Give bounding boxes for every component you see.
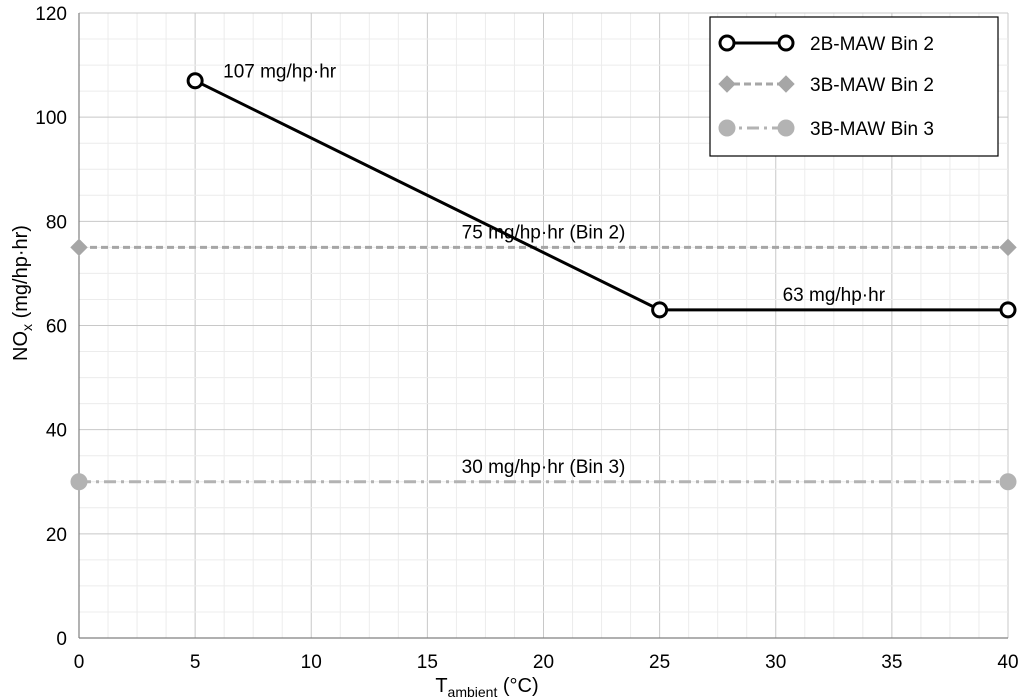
- series-group: [70, 72, 1017, 491]
- data-point: [777, 119, 795, 137]
- data-point: [651, 301, 669, 319]
- data-point: [718, 34, 736, 52]
- y-tick-label: 0: [56, 629, 67, 650]
- legend-label: 3B-MAW Bin 3: [810, 119, 934, 140]
- annotation-label: 30 mg/hp·hr (Bin 3): [462, 457, 626, 478]
- legend-label: 2B-MAW Bin 2: [810, 34, 934, 55]
- y-tick-label: 120: [35, 4, 67, 25]
- x-axis-title: Tambient (°C): [435, 675, 538, 699]
- legend-box: [709, 16, 999, 157]
- tick-labels: 0 5 10 15 20 25 30 35 40 0 20 40 60 80 100 120: [35, 4, 1018, 673]
- data-point: [999, 238, 1017, 257]
- y-tick-label: 60: [46, 317, 67, 338]
- y-tick-label: 40: [46, 421, 67, 442]
- legend-label: 3B-MAW Bin 2: [810, 75, 934, 96]
- series-3b-maw-bin-2: [70, 238, 1017, 257]
- legend-item: 3B-MAW Bin 3: [718, 119, 934, 140]
- x-tick-label: 20: [533, 652, 554, 673]
- x-tick-label: 40: [997, 652, 1018, 673]
- y-tick-label: 100: [35, 108, 67, 129]
- data-point: [186, 72, 204, 90]
- annotations: 107 mg/hp·hr 75 mg/hp·hr (Bin 2) 63 mg/hp·…: [223, 62, 886, 478]
- x-tick-label: 0: [74, 652, 85, 673]
- y-tick-label: 80: [46, 212, 67, 233]
- data-point: [70, 238, 88, 257]
- annotation-label: 75 mg/hp·hr (Bin 2): [462, 222, 626, 243]
- x-tick-label: 15: [417, 652, 438, 673]
- x-tick-label: 5: [190, 652, 201, 673]
- x-tick-label: 30: [765, 652, 786, 673]
- x-tick-label: 25: [649, 652, 670, 673]
- data-point: [718, 75, 736, 93]
- legend-item: 2B-MAW Bin 2: [718, 34, 934, 55]
- data-point: [999, 301, 1017, 319]
- data-point: [70, 473, 88, 491]
- x-tick-label: 35: [881, 652, 902, 673]
- series-2b-maw-bin-2: [186, 72, 1017, 319]
- data-point: [718, 119, 736, 137]
- annotation-label: 63 mg/hp·hr: [783, 285, 886, 306]
- series-3b-maw-bin-3: [70, 473, 1017, 491]
- gridlines: [78, 12, 1009, 639]
- x-tick-label: 10: [301, 652, 322, 673]
- data-point: [999, 473, 1017, 491]
- y-axis-title: NOx (mg/hp·hr): [10, 225, 35, 361]
- data-point: [777, 34, 795, 52]
- legend: 2B-MAW Bin 2 3B-MAW Bin 2 3B-MAW Bin 3: [709, 16, 999, 157]
- data-point: [777, 75, 795, 93]
- legend-item: 3B-MAW Bin 2: [718, 75, 934, 96]
- annotation-label: 107 mg/hp·hr: [223, 62, 337, 83]
- axes: [78, 13, 1008, 639]
- y-tick-label: 20: [46, 525, 67, 546]
